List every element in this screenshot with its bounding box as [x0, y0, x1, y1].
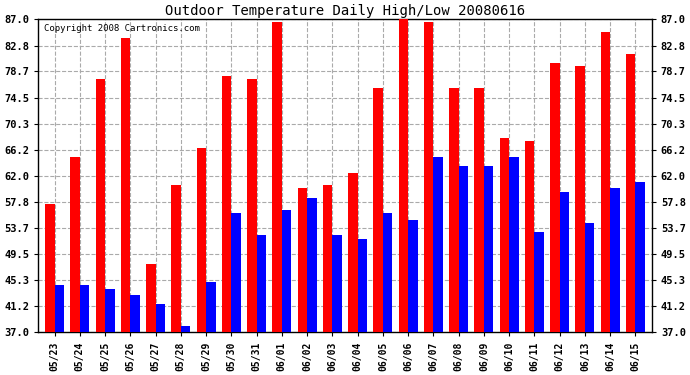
Bar: [433, 157, 443, 332]
Bar: [550, 63, 560, 332]
Title: Outdoor Temperature Daily High/Low 20080616: Outdoor Temperature Daily High/Low 20080…: [165, 4, 525, 18]
Bar: [626, 54, 635, 332]
Bar: [560, 192, 569, 332]
Bar: [383, 213, 393, 332]
Bar: [257, 236, 266, 332]
Bar: [80, 285, 90, 332]
Text: Copyright 2008 Cartronics.com: Copyright 2008 Cartronics.com: [44, 24, 200, 33]
Bar: [534, 232, 544, 332]
Bar: [231, 213, 241, 332]
Bar: [509, 157, 519, 332]
Bar: [585, 223, 595, 332]
Bar: [206, 282, 216, 332]
Bar: [525, 141, 534, 332]
Bar: [600, 32, 610, 332]
Bar: [221, 76, 231, 332]
Bar: [146, 264, 156, 332]
Bar: [500, 138, 509, 332]
Bar: [635, 182, 645, 332]
Bar: [247, 79, 257, 332]
Bar: [45, 204, 55, 332]
Bar: [408, 220, 417, 332]
Bar: [181, 326, 190, 332]
Bar: [282, 210, 291, 332]
Bar: [459, 166, 469, 332]
Bar: [273, 22, 282, 332]
Bar: [55, 285, 64, 332]
Bar: [484, 166, 493, 332]
Bar: [105, 289, 115, 332]
Bar: [121, 38, 130, 332]
Bar: [130, 295, 140, 332]
Bar: [197, 148, 206, 332]
Bar: [171, 185, 181, 332]
Bar: [348, 173, 357, 332]
Bar: [333, 236, 342, 332]
Bar: [610, 188, 620, 332]
Bar: [357, 238, 367, 332]
Bar: [449, 88, 459, 332]
Bar: [156, 304, 165, 332]
Bar: [95, 79, 105, 332]
Bar: [575, 66, 585, 332]
Bar: [307, 198, 317, 332]
Bar: [474, 88, 484, 332]
Bar: [399, 20, 408, 332]
Bar: [323, 185, 333, 332]
Bar: [373, 88, 383, 332]
Bar: [297, 188, 307, 332]
Bar: [70, 157, 80, 332]
Bar: [424, 22, 433, 332]
